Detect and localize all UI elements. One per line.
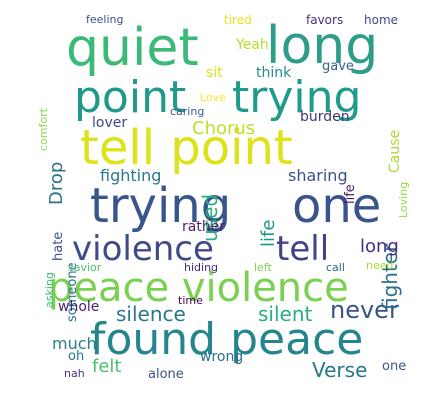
word-cloud-word: alone — [148, 367, 184, 382]
word-cloud-word: silent — [258, 302, 313, 326]
word-cloud-word: one — [382, 359, 407, 374]
word-cloud-word: tell point — [80, 120, 293, 176]
word-cloud-word: whole — [58, 299, 100, 315]
word-cloud-word: quiet — [66, 18, 199, 78]
word-cloud-word: tell — [276, 229, 330, 269]
word-cloud-word: feeling — [86, 13, 124, 26]
word-cloud-word: Verse — [312, 358, 368, 382]
word-cloud-word: sharing — [288, 166, 348, 185]
word-cloud-word: peace violence — [48, 265, 349, 311]
word-cloud-word: need — [366, 259, 394, 272]
word-cloud-word: home — [364, 13, 399, 27]
word-cloud-word: comfort — [37, 108, 50, 151]
word-cloud-word: left — [254, 261, 272, 274]
word-cloud-word: felt — [92, 356, 122, 377]
word-cloud-word: found peace — [90, 314, 364, 365]
word-cloud-word: call — [326, 261, 345, 274]
word-cloud-word: gave — [322, 59, 354, 74]
word-cloud-word: Love — [200, 91, 226, 104]
word-cloud-word: Chorus — [192, 118, 256, 139]
word-cloud-word: oh — [68, 349, 85, 364]
word-cloud-word: time — [178, 294, 203, 307]
word-cloud-word: sit — [206, 65, 223, 81]
word-cloud-word: asking — [43, 272, 56, 308]
word-cloud-word: nah — [64, 367, 85, 380]
word-cloud-word: lover — [92, 115, 128, 131]
word-cloud-word: life — [343, 184, 358, 204]
word-cloud-word: one — [292, 178, 382, 234]
word-cloud-word: trying — [232, 72, 362, 123]
word-cloud-word: Cause — [387, 129, 403, 173]
word-cloud-word: Loving — [397, 181, 410, 218]
word-cloud-word: point — [74, 72, 187, 123]
word-cloud-word: hiding — [184, 261, 219, 274]
word-cloud-word: long — [266, 16, 379, 76]
word-cloud-word: violence — [72, 229, 214, 269]
word-cloud-word: much — [52, 334, 97, 353]
word-cloud-word: never — [330, 296, 399, 324]
word-cloud-word: fighting — [100, 166, 162, 185]
word-cloud-word: tired — [224, 13, 252, 27]
word-cloud-word: life — [258, 219, 279, 247]
word-cloud-word: Drop — [46, 161, 67, 205]
word-cloud-word: savior — [68, 261, 102, 274]
word-cloud-word: hate — [51, 231, 66, 261]
word-cloud-word: favors — [306, 13, 344, 27]
word-cloud-word: rather — [182, 219, 226, 235]
word-cloud-word: Yeah — [236, 37, 269, 53]
word-cloud-word: long — [360, 236, 399, 257]
word-cloud-word: silence — [116, 302, 186, 326]
word-cloud-word: caring — [170, 105, 205, 118]
word-cloud-word: trying — [90, 178, 232, 234]
word-cloud-word: think — [256, 65, 292, 81]
word-cloud-word: wrong — [200, 349, 244, 365]
word-cloud-word: burden — [300, 109, 350, 125]
